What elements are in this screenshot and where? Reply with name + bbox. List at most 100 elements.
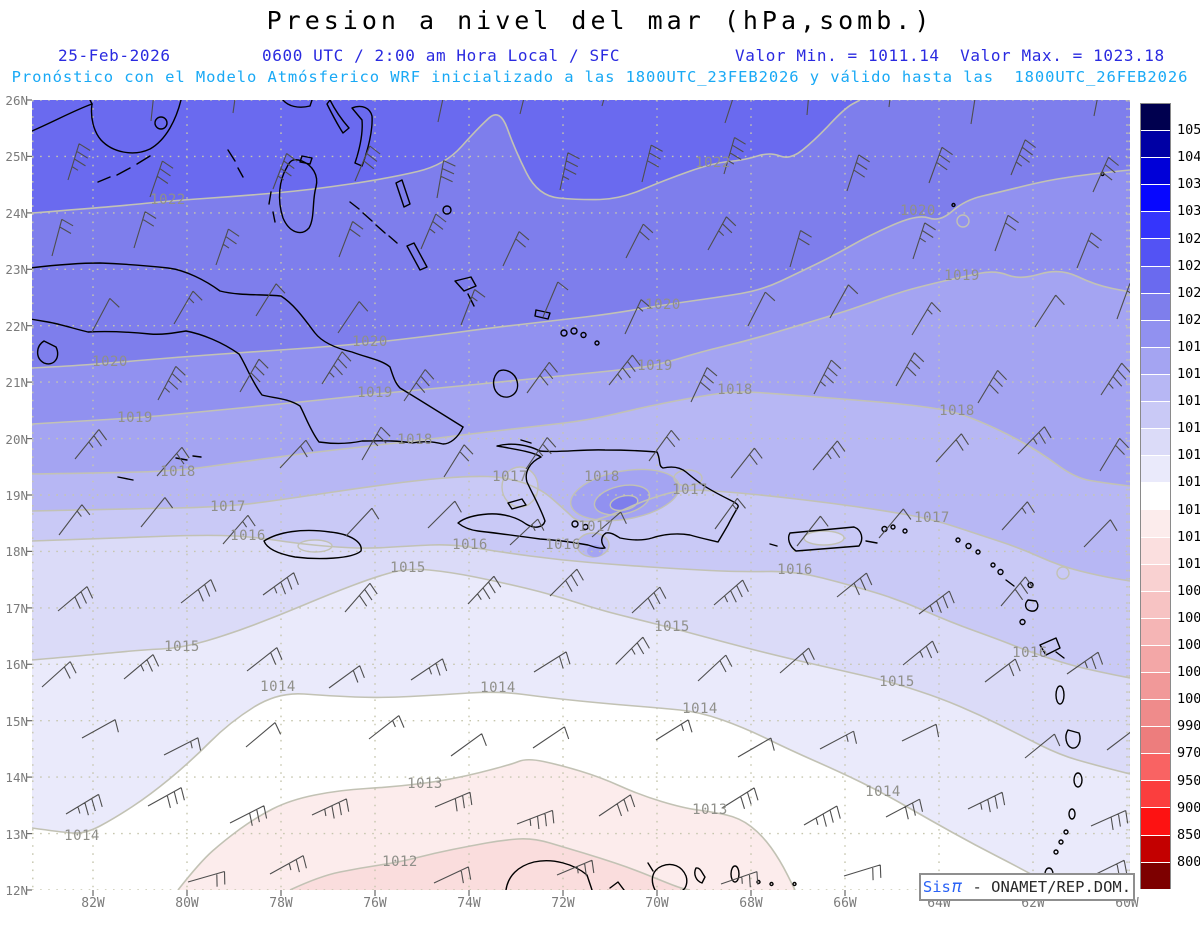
colorbar-cell — [1141, 591, 1170, 619]
lat-label: 18N — [5, 544, 28, 559]
lat-label: 17N — [5, 601, 28, 616]
lat-label: 26N — [5, 93, 28, 108]
colorbar-label: 1019 — [1177, 339, 1200, 355]
colorbar-label: 1035 — [1177, 176, 1200, 192]
lat-label: 13N — [5, 827, 28, 842]
minmax-values: Valor Min. = 1011.14 Valor Max. = 1023.1… — [735, 46, 1165, 65]
page-title: Presion a nivel del mar (hPa,somb.) — [266, 6, 934, 35]
lon-label: 66W — [833, 896, 857, 911]
colorbar-cell — [1141, 212, 1170, 240]
colorbar-cell — [1141, 700, 1170, 728]
colorbar-label: 1030 — [1177, 203, 1200, 219]
colorbar-label: 1002 — [1177, 664, 1200, 680]
colorbar-label: 970 — [1177, 745, 1200, 761]
colorbar-label: 950 — [1177, 773, 1200, 789]
colorbar-cell — [1141, 645, 1170, 673]
colorbar-cell — [1141, 429, 1170, 457]
coastlines — [32, 100, 1105, 890]
colorbar-label: 1050 — [1177, 122, 1200, 138]
colorbar-cell — [1141, 131, 1170, 159]
lat-label: 24N — [5, 206, 28, 221]
colorbar-label: 1010 — [1177, 556, 1200, 572]
colorbar-cell — [1141, 374, 1170, 403]
colorbar-cell — [1141, 239, 1170, 267]
pressure-pocket — [673, 469, 703, 487]
sispi-brand: Sis — [922, 878, 951, 896]
lat-label: 21N — [5, 375, 28, 390]
colorbar-cell — [1141, 754, 1170, 782]
colorbar-cell — [1141, 402, 1170, 430]
lon-label: 74W — [457, 896, 481, 911]
valid-date: 25-Feb-2026 — [58, 46, 171, 65]
colorbar-label: 1015 — [1177, 447, 1200, 463]
forecast-line: Pronóstico con el Modelo Atmósferico WRF… — [11, 68, 1189, 86]
colorbar-label: 1000 — [1177, 691, 1200, 707]
colorbar-label: 1020 — [1177, 312, 1200, 328]
colorbar-label: 990 — [1177, 718, 1200, 734]
colorbar-cell — [1141, 808, 1170, 836]
attribution-box: Sis π - ONAMET/REP.DOM. — [919, 873, 1135, 901]
colorbar-label: 1006 — [1177, 610, 1200, 626]
lat-label: 23N — [5, 262, 28, 277]
colorbar-label: 1022 — [1177, 285, 1200, 301]
colorbar-label: 1028 — [1177, 231, 1200, 247]
valid-time: 0600 UTC / 2:00 am Hora Local / SFC — [262, 46, 621, 65]
colorbar-label: 1014 — [1177, 474, 1200, 490]
map-plot-area — [32, 100, 1130, 890]
pressure-pocket — [803, 530, 845, 546]
colorbar-label: 1008 — [1177, 583, 1200, 599]
colorbar-label: 1004 — [1177, 637, 1200, 653]
lat-label: 14N — [5, 770, 28, 785]
colorbar-cell — [1141, 158, 1170, 186]
colorbar-cell — [1141, 347, 1170, 375]
colorbar-label: 900 — [1177, 800, 1200, 816]
lon-label: 70W — [645, 896, 669, 911]
colorbar-label: 800 — [1177, 854, 1200, 870]
colorbar-cell — [1141, 537, 1170, 565]
lon-label: 78W — [269, 896, 293, 911]
colorbar-label: 1018 — [1177, 366, 1200, 382]
lat-label: 19N — [5, 488, 28, 503]
lat-label: 22N — [5, 319, 28, 334]
colorbar-label: 1025 — [1177, 258, 1200, 274]
pressure-contours — [32, 100, 1130, 890]
lon-label: 72W — [551, 896, 575, 911]
colorbar — [1140, 103, 1171, 890]
colorbar-cell — [1141, 266, 1170, 294]
lat-label: 15N — [5, 714, 28, 729]
lon-label: 80W — [175, 896, 199, 911]
colorbar-cell — [1141, 104, 1170, 132]
colorbar-cell — [1141, 320, 1170, 348]
lon-label: 68W — [739, 896, 763, 911]
colorbar-cell — [1141, 564, 1170, 592]
colorbar-cell — [1141, 618, 1170, 646]
colorbar-label: 850 — [1177, 827, 1200, 843]
colorbar-cell — [1141, 456, 1170, 484]
colorbar-label: 1017 — [1177, 393, 1200, 409]
lat-label: 20N — [5, 432, 28, 447]
lat-label: 16N — [5, 657, 28, 672]
pressure-pocket — [956, 214, 970, 228]
colorbar-cell — [1141, 510, 1170, 538]
lat-label: 12N — [5, 883, 28, 898]
lat-label: 25N — [5, 149, 28, 164]
colorbar-cell — [1141, 862, 1170, 890]
colorbar-cell — [1141, 672, 1170, 701]
colorbar-cell — [1141, 835, 1170, 863]
pressure-pocket — [1056, 566, 1070, 580]
lon-label: 76W — [363, 896, 387, 911]
colorbar-cell — [1141, 185, 1170, 213]
colorbar-label: 1016 — [1177, 420, 1200, 436]
attribution-text: - ONAMET/REP.DOM. — [963, 878, 1132, 896]
colorbar-cell — [1141, 293, 1170, 321]
colorbar-cell — [1141, 483, 1170, 511]
colorbar-cell — [1141, 781, 1170, 809]
colorbar-label: 1040 — [1177, 149, 1200, 165]
colorbar-label: 1013 — [1177, 502, 1200, 518]
lon-label: 82W — [81, 896, 105, 911]
colorbar-label: 1012 — [1177, 529, 1200, 545]
wind-barbs — [41, 100, 1130, 888]
colorbar-cell — [1141, 727, 1170, 755]
